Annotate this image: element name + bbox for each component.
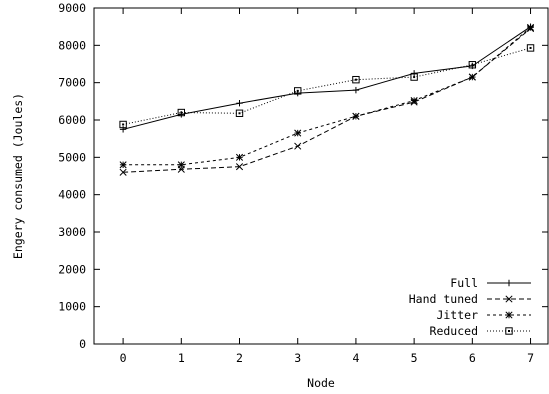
data-point [352, 112, 360, 120]
data-point [294, 142, 302, 150]
legend-label: Jitter [436, 308, 478, 322]
data-point [505, 295, 513, 303]
y-tick-label: 6000 [58, 113, 86, 127]
legend-label: Hand tuned [409, 292, 478, 306]
y-tick-label: 2000 [58, 262, 86, 276]
data-point [526, 44, 535, 52]
x-tick-label: 7 [527, 351, 534, 365]
x-tick-label: 2 [236, 351, 243, 365]
x-tick-label: 4 [352, 351, 359, 365]
x-tick-label: 1 [178, 351, 185, 365]
y-tick-label: 0 [79, 337, 86, 351]
x-axis-label: Node [307, 376, 335, 390]
data-point [119, 168, 127, 176]
data-point [235, 163, 244, 171]
x-tick-label: 5 [411, 351, 418, 365]
data-point [352, 86, 360, 94]
data-point [352, 75, 360, 84]
y-tick-label: 5000 [58, 150, 86, 164]
data-point [505, 327, 513, 335]
data-point [410, 97, 418, 105]
x-tick-label: 0 [120, 351, 127, 365]
data-point [294, 87, 302, 95]
data-point [235, 109, 244, 117]
y-tick-label: 4000 [58, 188, 86, 202]
data-point [410, 70, 418, 77]
legend-label: Full [450, 276, 478, 290]
series-group [119, 23, 535, 176]
y-tick-label: 1000 [58, 300, 86, 314]
y-axis-label: Engery consumed (Joules) [11, 93, 25, 259]
x-tick-label: 6 [469, 351, 476, 365]
data-point [505, 311, 513, 319]
data-point [468, 61, 477, 69]
data-point [119, 161, 127, 169]
data-point [410, 73, 418, 81]
data-point [505, 279, 513, 287]
data-point [119, 120, 127, 129]
y-tick-label: 3000 [58, 225, 86, 239]
legend: Full Hand tuned Jitter Reduced [409, 276, 531, 338]
data-point [235, 153, 244, 161]
x-tick-label: 3 [294, 351, 301, 365]
series-line [123, 47, 531, 125]
axes: 0 1000 2000 3000 4000 5000 6000 7000 8000 9000 0 1 2… [58, 1, 549, 365]
data-point [294, 129, 302, 137]
data-point [119, 126, 127, 133]
y-tick-label: 9000 [58, 1, 86, 15]
data-point [468, 73, 476, 81]
y-tick-label: 7000 [58, 76, 86, 90]
data-point [236, 100, 243, 107]
y-tick-label: 8000 [58, 38, 86, 52]
data-point [526, 23, 535, 31]
plot-frame [93, 7, 549, 345]
data-point [177, 161, 185, 169]
series-line [123, 28, 531, 173]
data-point [177, 108, 186, 117]
series-line [123, 27, 531, 166]
legend-label: Reduced [430, 324, 478, 338]
